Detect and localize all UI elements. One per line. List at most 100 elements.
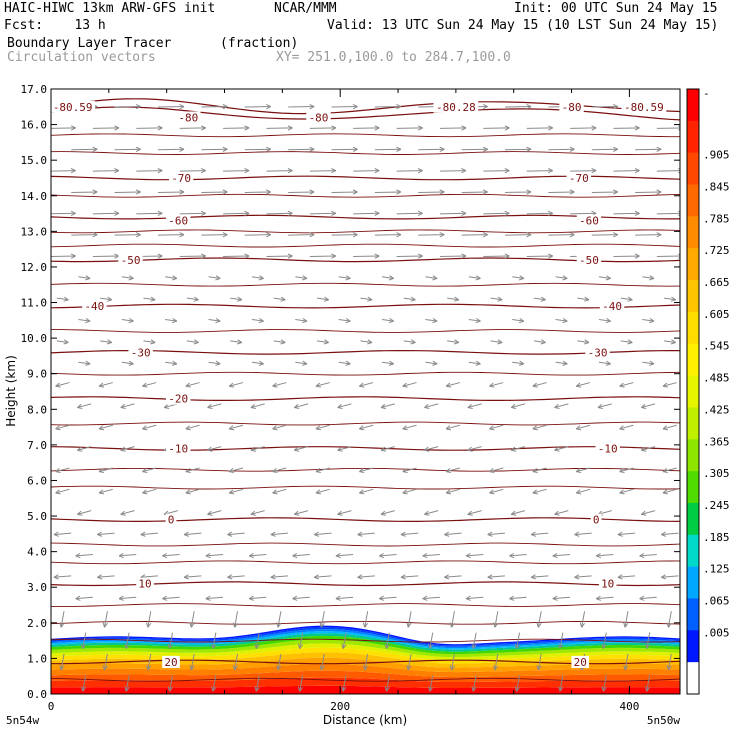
vector-arrow <box>396 127 423 129</box>
vector-arrowhead <box>465 552 471 557</box>
vector-arrowhead <box>662 471 669 474</box>
vector-arrowhead <box>467 513 473 516</box>
vector-arrowhead <box>526 106 532 110</box>
vector-arrow <box>255 675 260 692</box>
vector-arrowhead <box>359 467 364 473</box>
vector-arrowhead <box>439 234 445 238</box>
contour-label-bg <box>118 253 143 266</box>
vector-arrowhead <box>422 555 428 559</box>
vector-arrowhead <box>352 191 358 195</box>
vector-arrowhead <box>613 232 619 236</box>
vector-arrow <box>424 510 439 515</box>
vector-arrowhead <box>402 467 407 473</box>
vector-arrowhead <box>135 146 141 150</box>
vector-arrowhead <box>601 686 604 692</box>
vector-arrowhead <box>613 148 619 152</box>
y-tick-label: 13.0 <box>21 225 48 238</box>
vector-arrowhead <box>606 317 611 322</box>
vector-arrowhead <box>92 189 98 193</box>
vector-arrowhead <box>380 513 387 516</box>
vector-arrowhead <box>146 622 149 628</box>
contour-line <box>51 638 680 643</box>
y-tick-label: 15.0 <box>21 154 48 167</box>
vector-arrow <box>559 632 564 649</box>
vector-arrowhead <box>315 489 321 494</box>
vector-arrowhead <box>55 471 61 474</box>
vector-arrowhead <box>467 510 472 515</box>
vector-arrow <box>244 191 271 193</box>
vector-arrowhead <box>234 622 238 628</box>
vector-arrow <box>315 424 330 430</box>
vector-arrowhead <box>634 253 640 257</box>
vector-arrow <box>338 276 351 279</box>
vector-arrowhead <box>106 299 112 302</box>
vector-arrowhead <box>250 403 256 408</box>
vector-arrowhead <box>596 555 602 559</box>
colorbar-segment <box>687 375 699 408</box>
vector-arrowhead <box>215 363 221 366</box>
vector-arrow <box>162 553 180 557</box>
vector-arrow <box>71 148 98 151</box>
vector-arrowhead <box>461 125 467 129</box>
y-tick-label: 14.0 <box>21 190 48 203</box>
vector-arrowhead <box>402 385 408 388</box>
vector-arrow <box>445 488 460 494</box>
vector-arrow <box>555 276 568 279</box>
vector-arrow <box>639 596 657 600</box>
vector-arrow <box>424 403 439 409</box>
vector-arrowhead <box>118 552 124 557</box>
colorbar-segment <box>687 120 699 153</box>
vector-arrow <box>92 127 119 129</box>
contour-label: -80.28 <box>436 101 476 114</box>
vector-arrow <box>380 510 395 515</box>
vector-arrow <box>447 297 459 301</box>
vector-arrow <box>597 403 612 409</box>
vector-arrowhead <box>183 576 189 580</box>
vector-arrow <box>315 488 330 494</box>
vector-arrowhead <box>641 407 647 410</box>
vector-arrowhead <box>135 191 141 195</box>
vector-arrowhead <box>374 210 380 214</box>
colorbar-label: .005 <box>703 626 730 639</box>
vector-arrow <box>223 127 250 129</box>
vector-arrowhead <box>509 555 515 559</box>
vector-arrowhead <box>70 125 76 129</box>
vector-arrowhead <box>297 686 301 692</box>
vector-arrowhead <box>367 296 373 301</box>
vector-arrowhead <box>314 534 320 537</box>
vector-arrow <box>483 212 510 215</box>
vector-arrow <box>320 653 325 671</box>
contour-line <box>51 421 680 426</box>
tracer-band <box>51 643 680 661</box>
vector-arrow <box>364 611 369 628</box>
vector-arrowhead <box>352 106 358 110</box>
vector-arrow <box>212 675 217 692</box>
vector-arrowhead <box>97 531 102 535</box>
contour-line <box>51 446 680 451</box>
vector-arrowhead <box>562 320 568 324</box>
vector-arrow <box>270 575 289 578</box>
vector-arrowhead <box>432 277 438 281</box>
vector-arrowhead <box>185 428 191 431</box>
vector-arrow <box>277 653 282 671</box>
vector-arrowhead <box>337 513 343 516</box>
vector-arrowhead <box>454 339 460 343</box>
vector-arrowhead <box>287 168 293 172</box>
vector-arrowhead <box>417 253 423 257</box>
header-init-time: Init: 00 UTC Sun 24 May 15 <box>514 1 718 16</box>
contour-label: 20 <box>574 656 587 669</box>
colorbar-segment <box>687 502 699 536</box>
vector-arrowhead <box>619 425 624 430</box>
vector-arrowhead <box>461 170 467 174</box>
vector-arrowhead <box>357 534 363 537</box>
vector-arrowhead <box>259 360 264 365</box>
vector-arrowhead <box>461 253 467 257</box>
vector-arrowhead <box>272 382 277 387</box>
contour-label-bg <box>576 214 602 227</box>
vector-arrowhead <box>444 534 450 537</box>
vector-arrowhead <box>429 687 434 692</box>
vector-arrowhead <box>510 403 516 408</box>
vector-arrowhead <box>613 189 619 193</box>
contour-label: 20 <box>164 656 177 669</box>
vector-arrowhead <box>576 492 582 495</box>
